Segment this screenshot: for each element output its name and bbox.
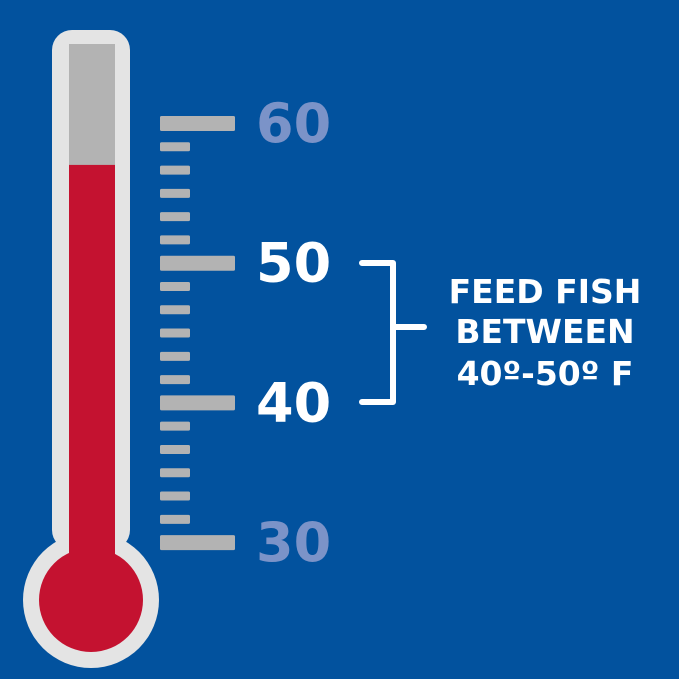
mercury-bulb bbox=[39, 548, 143, 652]
callout-line-1: FEED FISH bbox=[449, 272, 642, 311]
minor-tick bbox=[160, 165, 190, 175]
minor-tick bbox=[160, 328, 190, 338]
minor-tick bbox=[160, 142, 190, 152]
minor-tick bbox=[160, 468, 190, 478]
scale-label-40: 40 bbox=[256, 371, 331, 434]
major-tick-30 bbox=[160, 535, 235, 551]
minor-tick bbox=[160, 514, 190, 524]
scale-label-50: 50 bbox=[256, 232, 331, 295]
minor-tick bbox=[160, 444, 190, 454]
major-tick-60 bbox=[160, 116, 235, 131]
major-tick-50 bbox=[160, 255, 235, 271]
callout-line-3: 40º-50º F bbox=[457, 354, 634, 393]
callout-line-2: BETWEEN bbox=[455, 312, 634, 351]
minor-tick bbox=[160, 235, 190, 245]
minor-tick bbox=[160, 351, 190, 361]
range-bracket bbox=[359, 260, 427, 405]
mercury-column bbox=[69, 164, 115, 600]
scale-labels: 60 50 40 30 bbox=[256, 92, 331, 574]
minor-tick bbox=[160, 281, 190, 291]
scale-ticks bbox=[160, 116, 235, 551]
scale-label-60: 60 bbox=[256, 92, 331, 155]
major-tick-40 bbox=[160, 395, 235, 411]
minor-tick bbox=[160, 421, 190, 431]
minor-tick bbox=[160, 188, 190, 198]
callout-text: FEED FISH BETWEEN 40º-50º F bbox=[449, 272, 642, 393]
minor-tick bbox=[160, 305, 190, 315]
minor-tick bbox=[160, 375, 190, 385]
minor-tick bbox=[160, 491, 190, 501]
thermometer bbox=[23, 30, 159, 668]
minor-tick bbox=[160, 212, 190, 222]
scale-label-30: 30 bbox=[256, 511, 331, 574]
